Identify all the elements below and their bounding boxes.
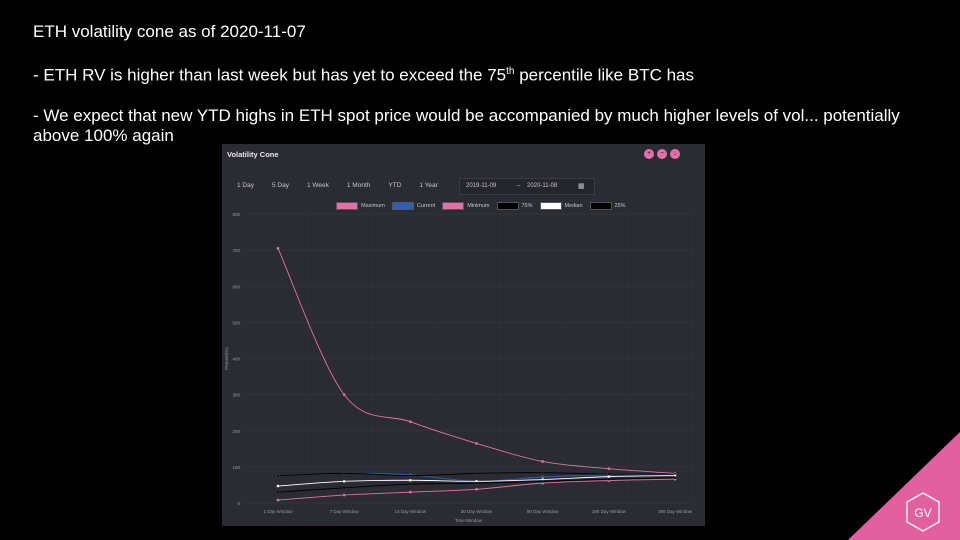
volatility-cone-panel: Volatility Cone + − ↓ 1 Day 5 Day 1 Week…: [222, 144, 705, 526]
legend-swatch: [539, 202, 562, 210]
calendar-icon[interactable]: ▦: [578, 183, 585, 190]
legend-swatch: [442, 202, 465, 210]
data-point-minimum: [276, 498, 280, 502]
range-1-month-button[interactable]: 1 Month: [346, 182, 371, 189]
slide-bullet-1: - ETH RV is higher than last week but ha…: [33, 62, 933, 86]
legend-swatch: [391, 202, 414, 210]
legend-item-25-percentile[interactable]: 25%: [589, 202, 626, 210]
range-1-week-button[interactable]: 1 Week: [306, 182, 329, 189]
x-axis-title: Time Window: [455, 518, 483, 523]
chart-legend: Maximum Current Minimum 75% Median 25%: [336, 202, 626, 210]
zoom-out-icon[interactable]: −: [657, 149, 667, 159]
legend-swatch: [589, 202, 612, 210]
y-tick-label: 600: [232, 284, 240, 289]
data-point-25-percentile: [607, 477, 611, 481]
data-point-75-percentile: [408, 474, 412, 477]
y-axis-title: Percent(%): [224, 347, 229, 370]
x-tick-label: 180 Day Window: [592, 509, 627, 514]
panel-title: Volatility Cone: [227, 150, 279, 159]
data-point-25-percentile: [541, 479, 545, 483]
legend-item-median[interactable]: Median: [539, 202, 583, 210]
date-range-picker[interactable]: 2019-11-09 – 2020-11-08 ▦: [459, 178, 595, 195]
legend-swatch: [496, 202, 519, 210]
data-point-maximum: [342, 393, 346, 397]
data-point-median: [342, 479, 346, 483]
range-selector: 1 Day 5 Day 1 Week 1 Month YTD 1 Year: [237, 182, 438, 189]
series-line-maximum: [277, 248, 676, 474]
data-point-maximum: [607, 467, 611, 471]
slide-heading: ETH volatility cone as of 2020-11-07: [33, 22, 306, 41]
y-tick-label: 0: [237, 501, 240, 506]
panel-toolbar: + − ↓: [644, 149, 680, 159]
gv-logo: GV: [906, 492, 940, 532]
data-point-75-percentile: [475, 471, 478, 475]
legend-label: Median: [564, 203, 583, 209]
x-tick-label: 1 Day Window: [263, 509, 293, 514]
data-point-minimum: [475, 487, 478, 491]
data-point-current: [541, 475, 545, 479]
y-tick-label: 100: [232, 465, 240, 470]
legend-item-maximum[interactable]: Maximum: [336, 202, 385, 210]
date-separator: –: [517, 183, 521, 189]
data-point-median: [607, 475, 611, 479]
zoom-in-icon[interactable]: +: [644, 149, 654, 159]
y-tick-label: 500: [232, 320, 240, 325]
range-1-year-button[interactable]: 1 Year: [419, 182, 438, 189]
y-tick-label: 700: [232, 248, 240, 253]
legend-item-75-percentile[interactable]: 75%: [496, 202, 533, 210]
x-tick-label: 30 Day Window: [461, 509, 493, 514]
date-from[interactable]: 2019-11-09: [466, 183, 497, 189]
gv-logo-text: GV: [914, 506, 931, 520]
y-tick-label: 200: [232, 429, 240, 434]
data-point-75-percentile: [607, 472, 611, 476]
data-point-median: [408, 478, 412, 482]
y-tick-label: 300: [232, 393, 240, 398]
data-point-maximum: [475, 441, 478, 445]
legend-item-minimum[interactable]: Minimum: [442, 202, 490, 210]
x-tick-label: 14 Day Window: [395, 509, 427, 514]
data-point-minimum: [408, 490, 412, 494]
legend-label: Current: [416, 203, 436, 209]
bullet-1-superscript: th: [506, 66, 515, 77]
range-ytd-button[interactable]: YTD: [388, 182, 402, 189]
download-icon[interactable]: ↓: [670, 149, 680, 159]
legend-label: Minimum: [467, 203, 490, 209]
volatility-cone-chart: 0 100 200 300 400 500 600 700 800 1 Day Window 7 D…: [224, 212, 693, 523]
data-point-25-percentile: [408, 482, 412, 486]
data-point-minimum: [342, 493, 346, 497]
legend-item-current[interactable]: Current: [391, 202, 436, 210]
x-tick-label: 90 Day Window: [527, 509, 559, 514]
data-point-75-percentile: [276, 474, 280, 478]
y-tick-label: 800: [232, 212, 240, 217]
data-point-75-percentile: [541, 471, 545, 475]
data-point-median: [276, 484, 280, 488]
range-5-day-button[interactable]: 5 Day: [271, 182, 289, 189]
data-point-maximum: [408, 420, 412, 424]
range-1-day-button[interactable]: 1 Day: [237, 182, 254, 189]
legend-label: 75%: [521, 203, 533, 209]
bullet-1-text: - ETH RV is higher than last week but ha…: [33, 65, 507, 85]
legend-swatch: [336, 202, 358, 210]
data-point-25-percentile: [276, 490, 280, 494]
corner-accent: [848, 432, 960, 540]
data-point-25-percentile: [342, 486, 346, 490]
data-point-25-percentile: [673, 476, 677, 480]
slide-bullet-2: - We expect that new YTD highs in ETH sp…: [33, 105, 900, 145]
x-tick-label: 7 Day Window: [330, 509, 360, 514]
data-point-maximum: [276, 246, 280, 250]
x-tick-label: 365 Day Window: [658, 509, 693, 514]
y-tick-label: 400: [232, 357, 240, 362]
slide-text: ETH volatility cone as of 2020-11-07 - E…: [33, 22, 933, 166]
data-point-75-percentile: [342, 471, 346, 475]
legend-label: 25%: [614, 203, 626, 209]
data-point-25-percentile: [475, 481, 478, 485]
bullet-1-text-end: percentile like BTC has: [514, 65, 694, 85]
date-to[interactable]: 2020-11-08: [527, 183, 558, 189]
data-point-maximum: [541, 460, 545, 463]
legend-label: Maximum: [361, 203, 385, 209]
